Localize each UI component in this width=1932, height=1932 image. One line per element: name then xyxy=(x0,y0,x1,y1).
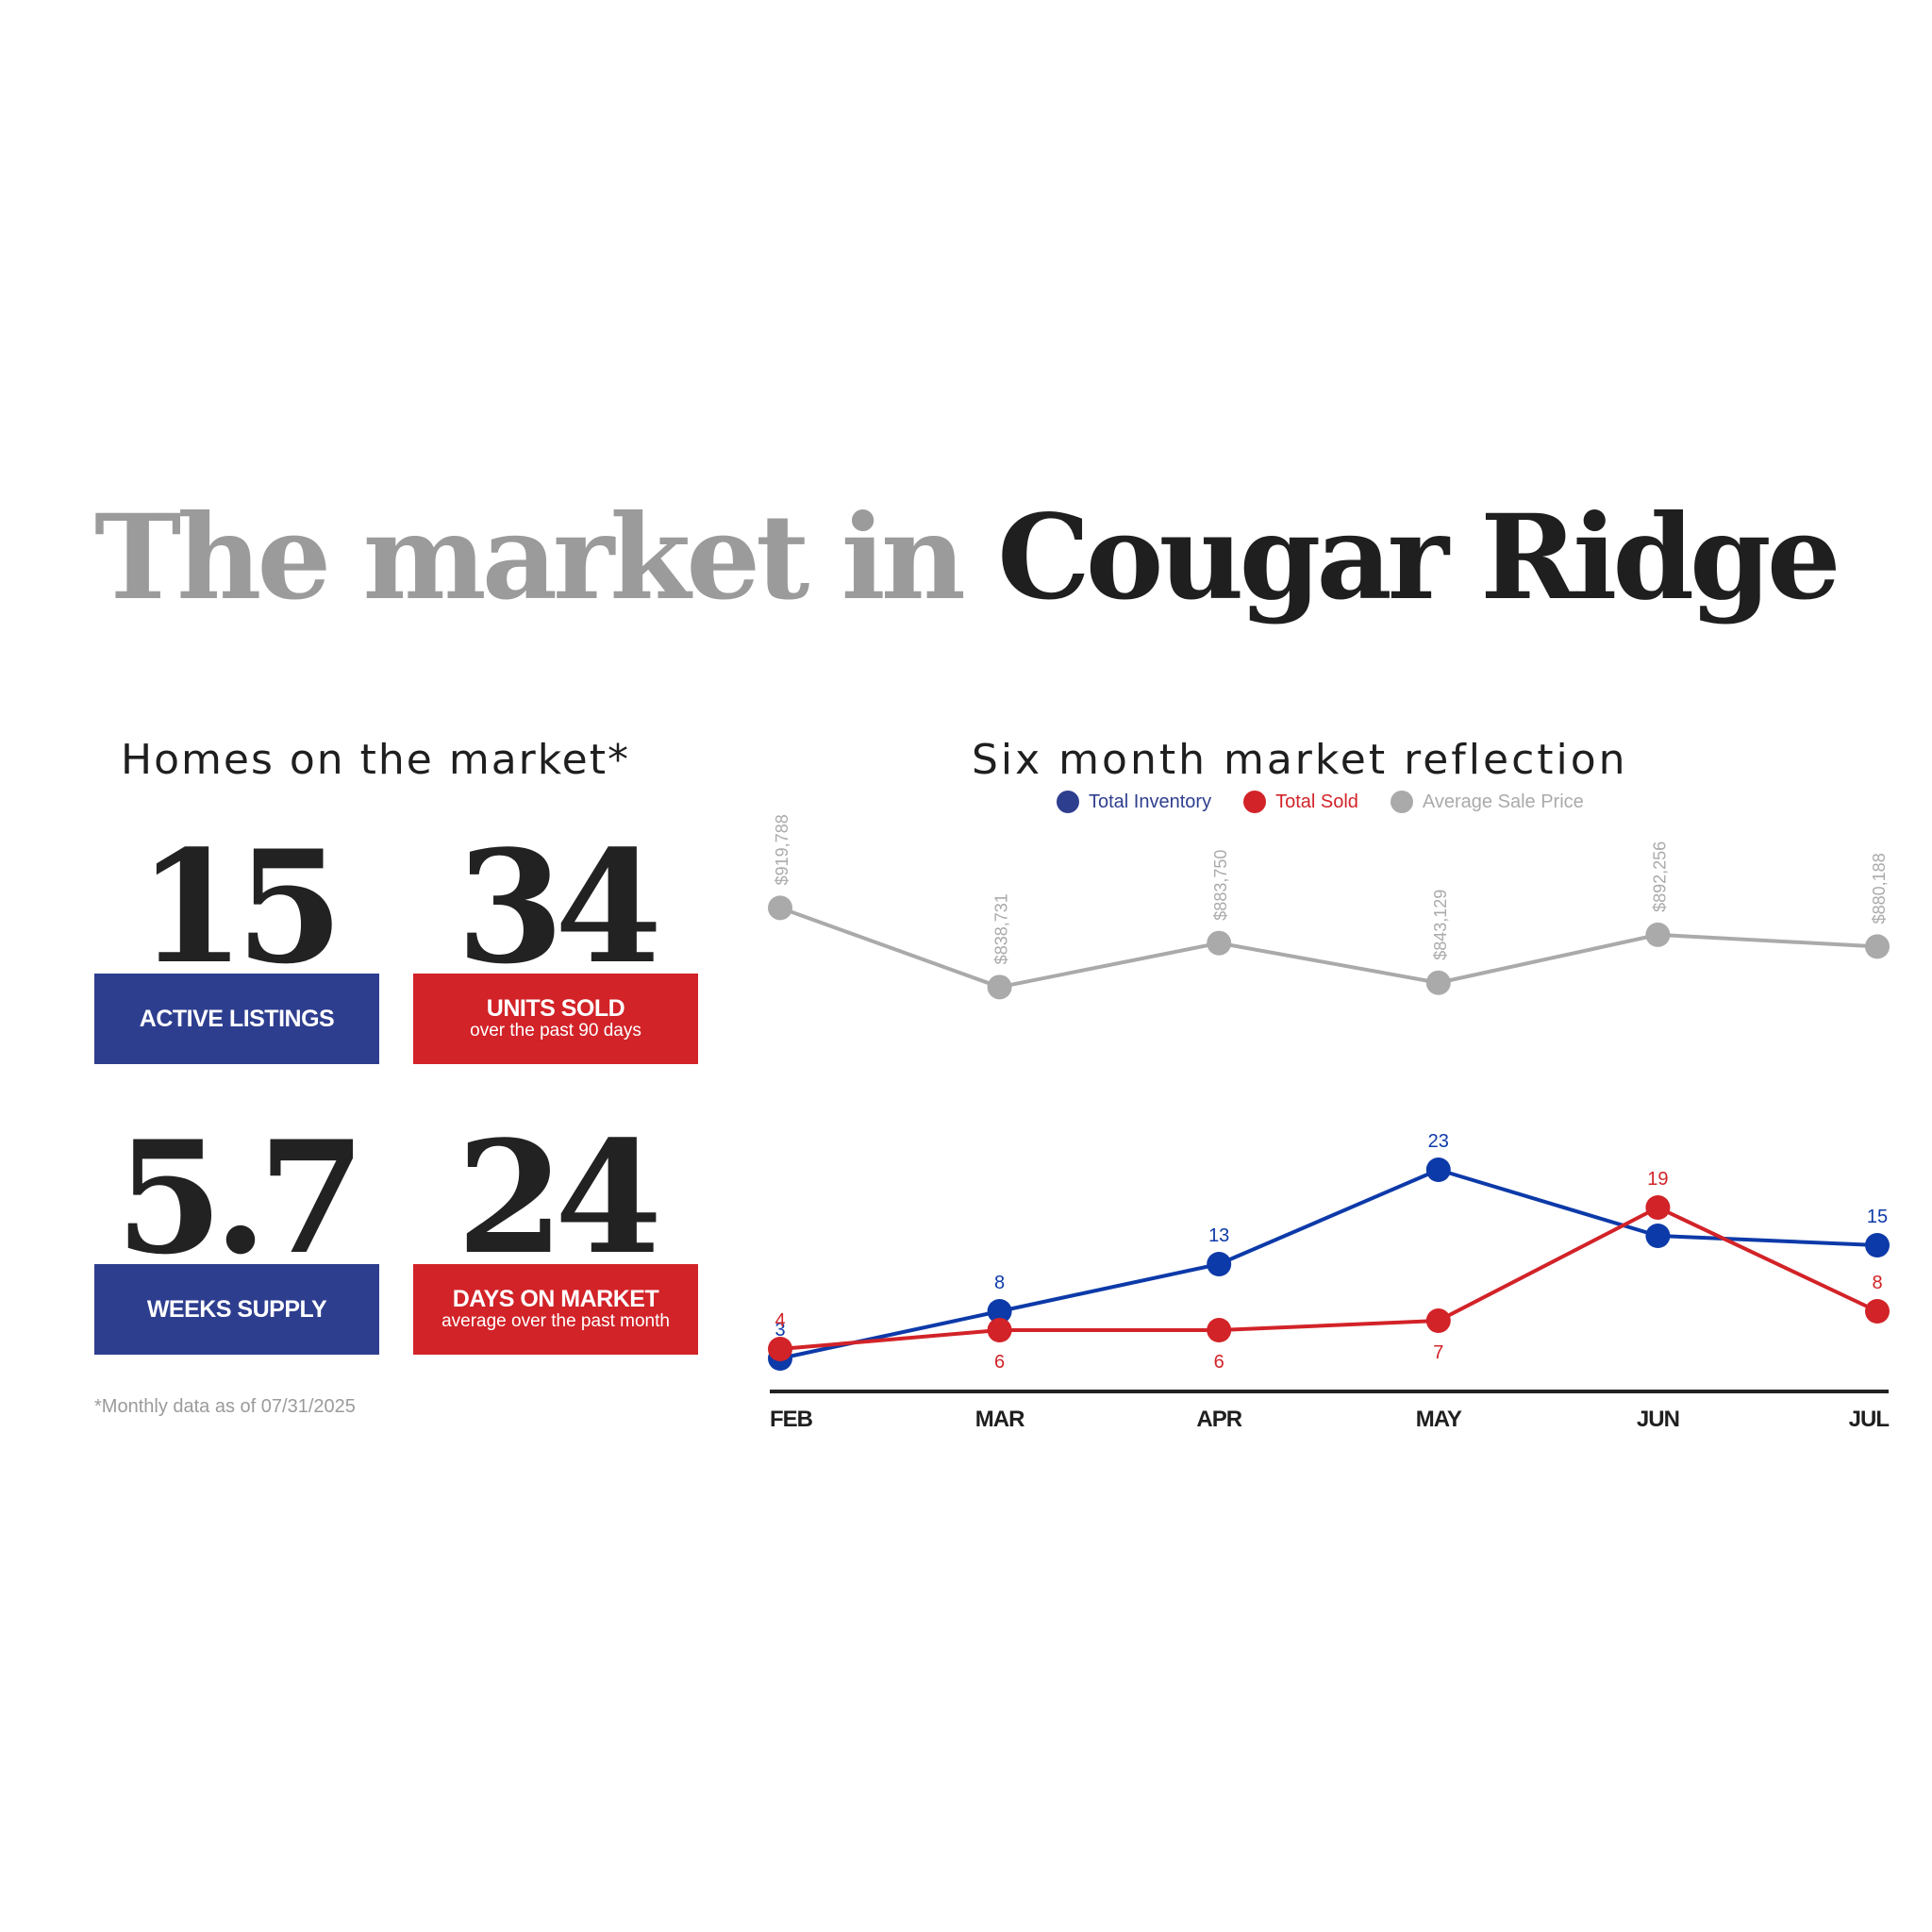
x-tick-label-jun: JUN xyxy=(1637,1407,1679,1432)
inventory-line xyxy=(779,1168,1878,1360)
active-listings-box: ACTIVE LISTINGS xyxy=(94,974,379,1064)
inventory-label-feb: 3 xyxy=(774,1320,785,1341)
chart-legend: Total Inventory Total Sold Average Sale … xyxy=(1057,791,1584,813)
legend-item-sold: Total Sold xyxy=(1243,791,1358,813)
legend-item-price: Average Sale Price xyxy=(1390,791,1584,813)
x-tick-label-may: MAY xyxy=(1416,1407,1462,1432)
avg-price-label-jul: $880,188 xyxy=(1870,853,1889,924)
days-on-market-sub: average over the past month xyxy=(441,1310,670,1331)
sold-label-apr: 6 xyxy=(1214,1352,1224,1373)
inventory-point-may xyxy=(1425,1158,1451,1182)
sold-point-may xyxy=(1425,1308,1451,1333)
inventory-point-apr xyxy=(1207,1252,1232,1276)
legend-dot-sold xyxy=(1243,791,1267,813)
weeks-supply-value: 5.7 xyxy=(115,1107,365,1289)
legend-label-sold: Total Sold xyxy=(1275,791,1358,812)
legend-label-price: Average Sale Price xyxy=(1422,791,1584,812)
x-tick-label-jul: JUL xyxy=(1849,1407,1890,1432)
legend-dot-price xyxy=(1390,791,1413,813)
x-tick-label-feb: FEB xyxy=(770,1407,813,1432)
avg-price-label-feb: $919,788 xyxy=(773,814,791,885)
sold-label-mar: 6 xyxy=(994,1352,1005,1373)
avg-price-label-jun: $892,256 xyxy=(1650,841,1669,912)
sold-point-jun xyxy=(1645,1195,1671,1220)
days-on-market-label: DAYS ON MARKET xyxy=(452,1286,659,1313)
homes-section-title: Homes on the market* xyxy=(121,736,630,784)
x-tick-label-apr: APR xyxy=(1196,1407,1241,1432)
sold-label-may: 7 xyxy=(1433,1342,1443,1363)
avg-price-point-jul xyxy=(1865,934,1890,959)
page-headline: The market in Cougar Ridge xyxy=(94,500,1841,617)
avg-price-point-mar xyxy=(987,974,1012,1000)
avg-price-point-may xyxy=(1425,970,1451,995)
active-listings-label: ACTIVE LISTINGS xyxy=(139,1005,335,1032)
active-listings-value: 15 xyxy=(137,816,343,998)
sold-point-mar xyxy=(987,1318,1012,1342)
sold-point-jul xyxy=(1865,1299,1890,1324)
avg-price-point-apr xyxy=(1207,930,1232,956)
avg-price-line xyxy=(779,906,1878,990)
weeks-supply-box: WEEKS SUPPLY xyxy=(94,1264,379,1355)
sold-label-feb: 4 xyxy=(774,1310,785,1331)
sold-label-jun: 19 xyxy=(1647,1169,1668,1190)
inventory-point-mar xyxy=(987,1299,1012,1324)
inventory-point-jul xyxy=(1865,1233,1890,1257)
x-tick-label-mar: MAR xyxy=(975,1407,1024,1432)
avg-price-label-mar: $838,731 xyxy=(992,893,1011,964)
legend-label-inventory: Total Inventory xyxy=(1089,791,1212,812)
avg-price-label-may: $843,129 xyxy=(1431,890,1450,960)
weeks-supply-label: WEEKS SUPPLY xyxy=(146,1295,327,1323)
days-on-market-box: DAYS ON MARKET average over the past mon… xyxy=(413,1264,698,1355)
inventory-label-jul: 15 xyxy=(1867,1207,1888,1227)
headline-neighborhood: Cougar Ridge xyxy=(997,490,1841,626)
sold-point-feb xyxy=(768,1337,792,1361)
headline-prefix: The market in xyxy=(94,490,966,626)
data-footnote: *Monthly data as of 07/31/2025 xyxy=(94,1396,356,1417)
inventory-label-may: 23 xyxy=(1428,1131,1449,1152)
units-sold-box: UNITS SOLD over the past 90 days xyxy=(413,974,698,1064)
chart-title: Six month market reflection xyxy=(972,736,1628,784)
avg-price-point-jun xyxy=(1645,922,1671,947)
days-on-market-value: 24 xyxy=(456,1107,662,1289)
sold-label-jul: 8 xyxy=(1872,1273,1882,1293)
units-sold-label: UNITS SOLD xyxy=(486,995,625,1023)
inventory-label-apr: 13 xyxy=(1208,1225,1229,1246)
legend-dot-inventory xyxy=(1057,791,1079,813)
inventory-point-jun xyxy=(1645,1224,1671,1248)
avg-price-label-apr: $883,750 xyxy=(1211,850,1230,921)
units-sold-value: 34 xyxy=(456,816,662,998)
sold-line xyxy=(779,1206,1878,1351)
inventory-label-mar: 8 xyxy=(994,1273,1005,1293)
sold-point-apr xyxy=(1207,1318,1232,1342)
avg-price-point-feb xyxy=(768,895,792,921)
units-sold-sub: over the past 90 days xyxy=(470,1020,641,1041)
legend-item-inventory: Total Inventory xyxy=(1057,791,1211,813)
